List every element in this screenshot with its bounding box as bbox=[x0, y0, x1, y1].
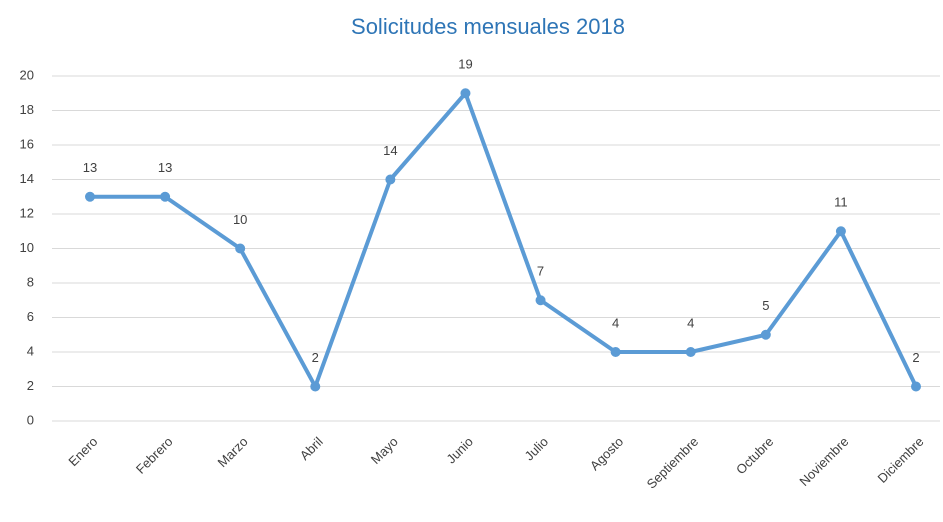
marker bbox=[835, 226, 846, 237]
data-label: 13 bbox=[83, 160, 97, 175]
marker bbox=[310, 381, 321, 392]
data-label: 10 bbox=[233, 212, 247, 227]
x-tick-label: Enero bbox=[65, 434, 100, 469]
y-tick-label: 20 bbox=[20, 67, 34, 82]
marker bbox=[760, 329, 771, 340]
y-tick-label: 6 bbox=[27, 309, 34, 324]
x-tick-label: Junio bbox=[443, 434, 476, 467]
data-label: 14 bbox=[383, 143, 397, 158]
y-tick-label: 16 bbox=[20, 136, 34, 151]
x-tick-label: Mayo bbox=[368, 434, 401, 467]
y-tick-label: 12 bbox=[20, 205, 34, 220]
data-label: 13 bbox=[158, 160, 172, 175]
chart-title: Solicitudes mensuales 2018 bbox=[351, 14, 625, 39]
x-tick-label: Octubre bbox=[733, 434, 776, 477]
x-tick-label: Diciembre bbox=[875, 434, 927, 486]
data-label: 19 bbox=[458, 57, 472, 72]
y-tick-label: 2 bbox=[27, 378, 34, 393]
marker bbox=[610, 347, 621, 357]
marker bbox=[460, 88, 471, 99]
x-tick-label: Febrero bbox=[133, 434, 176, 477]
data-label: 4 bbox=[612, 315, 619, 330]
marker bbox=[160, 191, 171, 202]
data-label: 2 bbox=[312, 350, 319, 365]
marker bbox=[911, 381, 921, 392]
y-tick-label: 8 bbox=[27, 274, 34, 289]
y-tick-label: 4 bbox=[27, 343, 34, 358]
marker bbox=[385, 174, 396, 185]
data-label: 2 bbox=[912, 350, 919, 365]
data-label: 11 bbox=[834, 195, 848, 210]
marker bbox=[685, 347, 696, 357]
line bbox=[90, 91, 918, 389]
marker bbox=[85, 191, 95, 202]
x-tick-label: Septiembre bbox=[644, 434, 702, 492]
y-tick-label: 14 bbox=[20, 171, 34, 186]
x-tick-label: Abril bbox=[297, 434, 326, 463]
x-tick-label: Julio bbox=[522, 434, 552, 464]
data-label: 7 bbox=[537, 264, 544, 279]
x-tick-label: Agosto bbox=[587, 434, 626, 473]
marker bbox=[235, 243, 246, 254]
marker bbox=[535, 295, 546, 306]
y-tick-label: 18 bbox=[20, 102, 34, 117]
y-tick-label: 0 bbox=[27, 412, 34, 427]
data-label: 4 bbox=[687, 315, 694, 330]
y-tick-label: 10 bbox=[20, 240, 34, 255]
x-tick-label: Noviembre bbox=[796, 434, 851, 489]
data-label: 5 bbox=[762, 298, 769, 313]
x-tick-label: Marzo bbox=[215, 434, 251, 470]
